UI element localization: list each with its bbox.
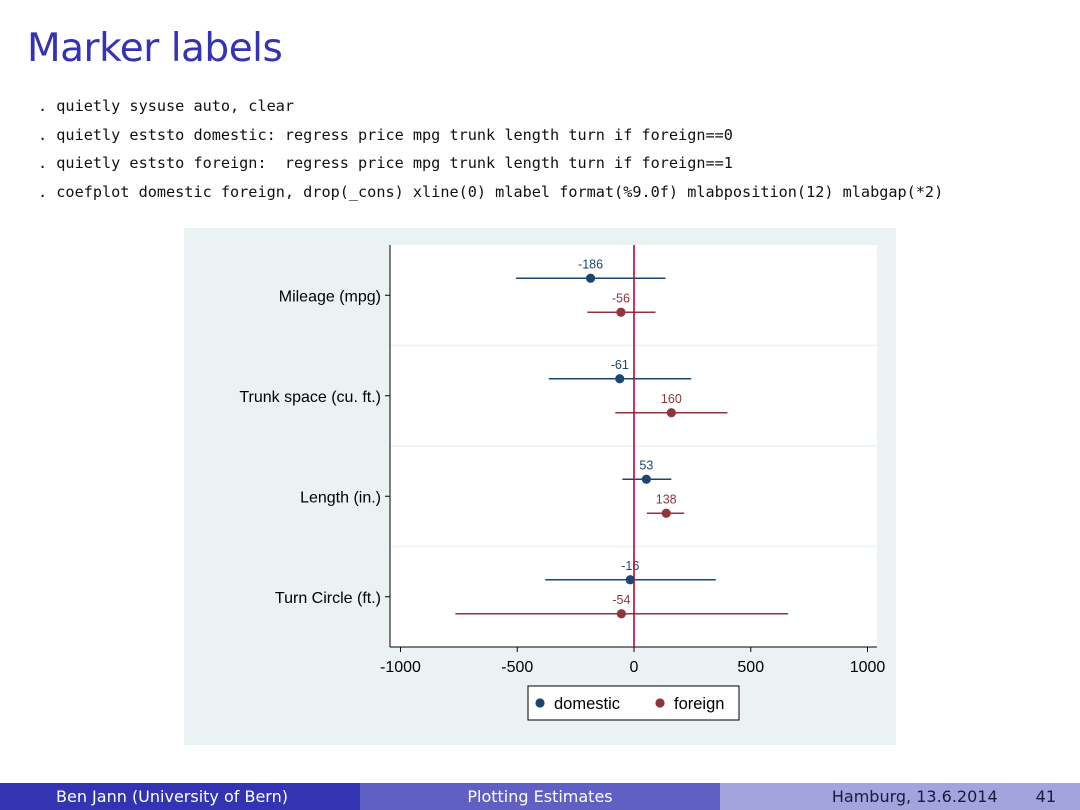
point-label-domestic: -61 bbox=[611, 358, 629, 372]
legend-label-foreign: foreign bbox=[674, 695, 724, 713]
point-foreign bbox=[616, 307, 626, 317]
footer-place-date: Hamburg, 13.6.2014 41 bbox=[720, 783, 1080, 810]
legend-marker-domestic bbox=[535, 698, 545, 708]
footer-talk-title-text: Plotting Estimates bbox=[467, 787, 613, 806]
x-tick-label: -1000 bbox=[380, 659, 421, 676]
code-line: . quietly eststo domestic: regress price… bbox=[38, 125, 733, 144]
y-tick-label: Turn Circle (ft.) bbox=[275, 590, 381, 607]
y-tick-label: Trunk space (cu. ft.) bbox=[239, 389, 381, 406]
x-tick-label: 0 bbox=[630, 659, 639, 676]
point-foreign bbox=[661, 508, 671, 518]
point-domestic bbox=[641, 474, 651, 484]
point-domestic bbox=[585, 273, 596, 283]
point-label-domestic: -186 bbox=[578, 257, 603, 271]
stata-code-block: . quietly sysuse auto, clear . quietly es… bbox=[38, 92, 943, 206]
page-number: 41 bbox=[1035, 787, 1056, 806]
point-label-foreign: 160 bbox=[661, 392, 682, 406]
point-label-domestic: -16 bbox=[621, 559, 639, 573]
legend-marker-foreign bbox=[655, 698, 665, 708]
code-line: . coefplot domestic foreign, drop(_cons)… bbox=[38, 182, 944, 201]
y-tick-label: Length (in.) bbox=[300, 489, 381, 506]
point-domestic bbox=[615, 374, 625, 384]
point-label-domestic: 53 bbox=[639, 458, 653, 472]
point-label-foreign: -54 bbox=[612, 593, 630, 607]
point-foreign bbox=[666, 408, 676, 418]
x-tick-label: 500 bbox=[737, 659, 764, 676]
point-domestic bbox=[625, 575, 635, 585]
y-tick-label: Mileage (mpg) bbox=[279, 288, 381, 305]
point-foreign bbox=[616, 609, 626, 619]
slide-footer: Ben Jann (University of Bern) Plotting E… bbox=[0, 783, 1080, 810]
code-line: . quietly eststo foreign: regress price … bbox=[38, 154, 733, 173]
point-label-foreign: 138 bbox=[656, 492, 677, 506]
footer-author-text: Ben Jann (University of Bern) bbox=[56, 787, 288, 806]
footer-author: Ben Jann (University of Bern) bbox=[0, 783, 360, 810]
x-tick-label: -500 bbox=[501, 659, 533, 676]
code-line: . quietly sysuse auto, clear bbox=[38, 97, 295, 115]
point-label-foreign: -56 bbox=[612, 291, 630, 305]
slide-title: Marker labels bbox=[27, 26, 283, 71]
chart-svg: Mileage (mpg) Trunk space (cu. ft.) Length… bbox=[184, 228, 896, 745]
footer-place-date-text: Hamburg, 13.6.2014 bbox=[831, 787, 998, 806]
coefficient-chart: Mileage (mpg) Trunk space (cu. ft.) Length… bbox=[184, 228, 896, 745]
legend-box bbox=[527, 685, 740, 721]
legend-label-domestic: domestic bbox=[554, 695, 620, 713]
x-tick-label: 1000 bbox=[850, 659, 886, 676]
footer-talk-title: Plotting Estimates bbox=[360, 783, 720, 810]
